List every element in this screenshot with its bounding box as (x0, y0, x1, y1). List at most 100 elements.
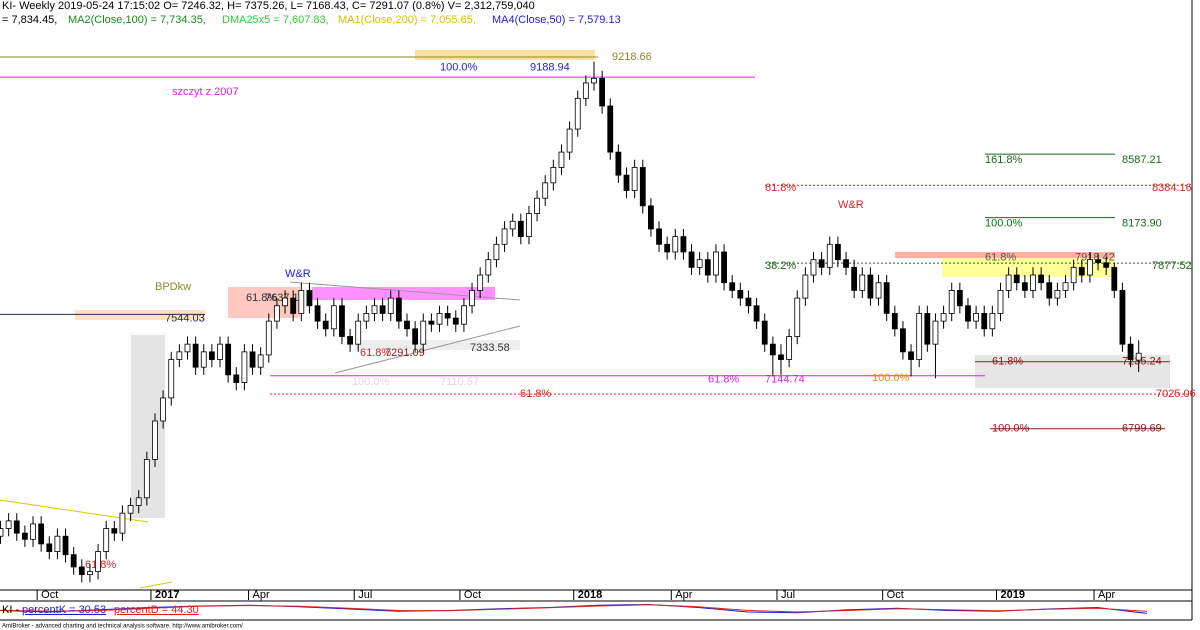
candle-body (355, 320, 362, 345)
annotation: 7110.57 (440, 376, 479, 388)
candle-body (550, 167, 557, 184)
candle-body (501, 228, 508, 245)
candle-body (761, 320, 768, 345)
level-label: 8587.21 (1122, 154, 1162, 166)
zone-box (75, 310, 205, 320)
annotation: 100.0% (872, 372, 910, 384)
candle-body (721, 251, 727, 284)
candle-body (826, 243, 833, 268)
candle-body (46, 543, 53, 552)
candle-body (208, 351, 215, 360)
candle-body (469, 289, 475, 307)
legend-label: percentK = 30.53 (22, 604, 106, 616)
candle-body (5, 520, 12, 529)
candle-body (452, 317, 459, 325)
zone-box (228, 287, 300, 318)
candle-body (1095, 259, 1101, 264)
candle-body (631, 167, 638, 191)
candle-body (387, 297, 394, 314)
level-label: 6799.69 (1122, 423, 1162, 435)
candle-body (200, 351, 207, 368)
candle-body (867, 274, 874, 299)
candle-body (30, 523, 36, 540)
level-label: 9188.94 (530, 62, 570, 74)
candle-body (916, 313, 923, 360)
annotation: BPDkw (155, 281, 191, 293)
candle-body (656, 228, 662, 245)
candle-body (924, 313, 931, 345)
candle-body (493, 243, 500, 261)
candle-body (1021, 282, 1028, 291)
candle-body (404, 320, 410, 330)
candle-body (1046, 282, 1053, 299)
candle-body (1103, 262, 1110, 268)
annotation: 100.0% (352, 376, 390, 388)
candle-body (680, 236, 687, 253)
candle-body (729, 282, 736, 291)
candle-body (948, 289, 955, 314)
legend-label: percentD = 44.30 (114, 604, 199, 616)
x-tick-label: 2018 (578, 589, 602, 601)
trend-line (139, 581, 173, 589)
annotation: W&R (285, 268, 311, 280)
candle-body (485, 259, 492, 276)
oscillator-line (0, 604, 1148, 613)
candle-body (786, 336, 793, 360)
candle-body (1038, 274, 1045, 284)
candle-body (1054, 289, 1061, 299)
zone-box (895, 252, 1115, 258)
candle-body (257, 354, 264, 368)
candle-body (314, 305, 321, 322)
candle-body (428, 320, 435, 325)
candle-body (851, 266, 858, 291)
candle-body (558, 151, 565, 168)
candle-body (753, 305, 760, 322)
candle-body (152, 420, 158, 460)
candle-body (363, 313, 370, 322)
oscillator-title: KI - (2, 604, 19, 616)
indicator-label: DMA25x5 = 7,607.83, (222, 14, 329, 26)
candle-body (54, 535, 61, 552)
candle-body (70, 554, 77, 568)
candle-body (639, 167, 646, 207)
indicator-label: MA4(Close,50) = 7,579.13 (492, 14, 621, 26)
trend-line (334, 325, 521, 374)
candle-body (989, 313, 996, 330)
level-pct: 61.8% (520, 388, 551, 400)
candle-body (78, 566, 85, 576)
level-label: 8173.90 (1122, 217, 1162, 229)
candle-body (233, 374, 240, 383)
zone-box (312, 287, 495, 300)
candle-body (875, 282, 882, 299)
candle-body (143, 459, 150, 499)
candle-body (13, 520, 20, 534)
candle-body (461, 305, 467, 325)
level-label: szczyt z 2007 (172, 86, 239, 98)
candle-body (997, 289, 1004, 314)
candle-body (444, 313, 451, 319)
candle-body (713, 251, 719, 276)
annotation: 7291.09 (385, 347, 425, 359)
candle-body (0, 528, 4, 537)
level-pct: 61.8% (765, 182, 796, 194)
candle-body (509, 220, 516, 230)
candle-body (802, 274, 809, 299)
candle-body (192, 343, 199, 368)
candle-body (160, 397, 167, 422)
candle-body (477, 274, 484, 291)
candle-body (891, 313, 898, 330)
level-label: 7144.74 (765, 374, 805, 386)
candle-body (412, 328, 419, 345)
level-pct: 38.2% (765, 260, 796, 272)
x-tick-label: Apr (253, 589, 270, 601)
level-label: 7918.42 (1075, 252, 1115, 264)
zone-box (355, 340, 520, 350)
candle-body (582, 82, 589, 99)
candle-body (176, 351, 183, 360)
candle-body (282, 297, 288, 307)
candle-body (940, 313, 947, 322)
shaded-zone (975, 355, 1170, 388)
annotation: 7333.58 (470, 342, 510, 354)
